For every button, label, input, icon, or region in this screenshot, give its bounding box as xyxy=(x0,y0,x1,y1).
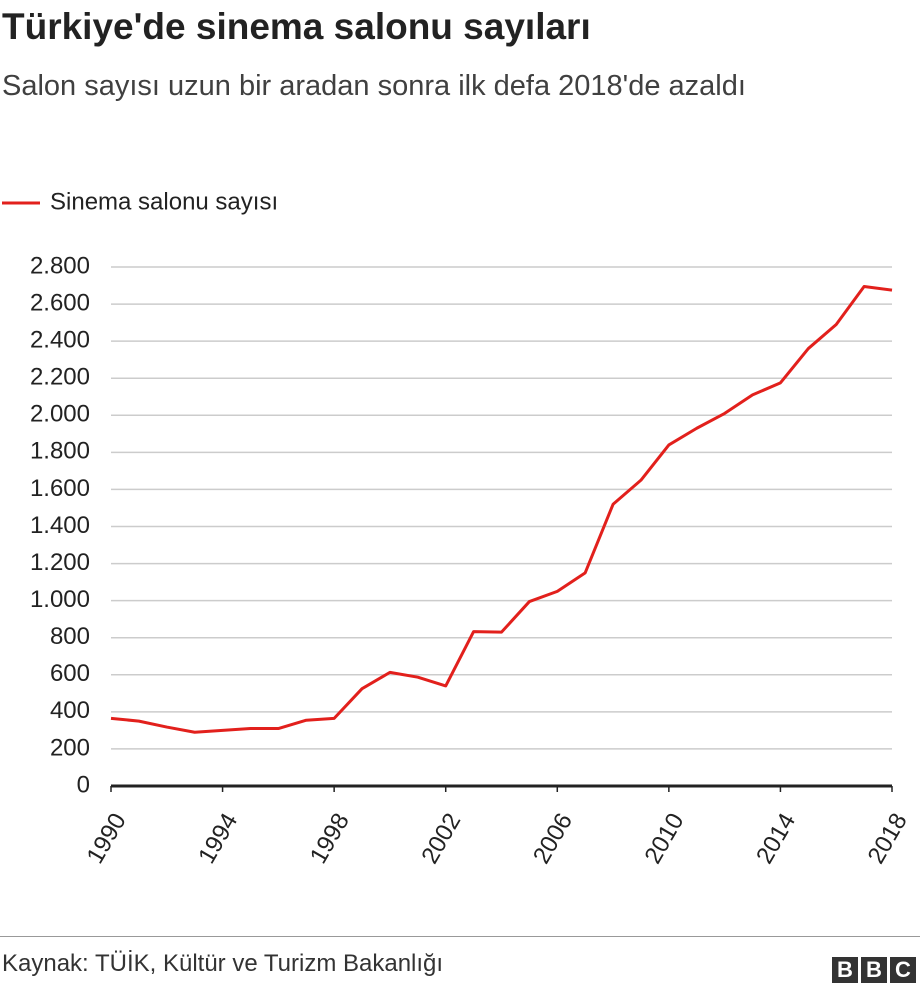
y-tick-label: 800 xyxy=(50,623,90,650)
footer-rule xyxy=(0,936,920,937)
chart: Sinema salonu sayısı 0 200 400 600 800 1.000 1.… xyxy=(2,188,913,869)
x-tick-label: 2006 xyxy=(528,809,578,869)
y-tick-label: 2.800 xyxy=(30,252,90,279)
y-tick-label: 2.000 xyxy=(30,401,90,428)
chart-title: Türkiye'de sinema salonu sayıları xyxy=(2,6,591,47)
y-tick-label: 1.800 xyxy=(30,438,90,465)
y-tick-label: 2.200 xyxy=(30,364,90,391)
logo-letter: B xyxy=(832,957,858,983)
x-tick-label: 2014 xyxy=(751,809,801,869)
logo-letter: B xyxy=(861,957,887,983)
line xyxy=(110,284,893,734)
chart-subtitle: Salon sayısı uzun bir aradan sonra ilk d… xyxy=(2,70,746,102)
y-tick-label: 600 xyxy=(50,660,90,687)
y-tick-label: 0 xyxy=(77,771,90,798)
x-tick-label: 2018 xyxy=(863,809,913,869)
y-tick-label: 2.400 xyxy=(30,326,90,353)
legend-label: Sinema salonu sayısı xyxy=(50,188,278,215)
y-tick-label: 1.400 xyxy=(30,512,90,539)
y-tick-label: 1.200 xyxy=(30,549,90,576)
y-tick-label: 1.600 xyxy=(30,475,90,502)
y-tick-label: 400 xyxy=(50,697,90,724)
x-tick-label: 1990 xyxy=(82,809,132,869)
source: Kaynak: TÜİK, Kültür ve Turizm Bakanlığı xyxy=(2,950,444,977)
logo-letter: C xyxy=(890,957,916,983)
y-tick-label: 200 xyxy=(50,734,90,761)
x-tick-label: 1994 xyxy=(193,809,243,869)
y-tick-label: 1.000 xyxy=(30,586,90,613)
x-tick-label: 1998 xyxy=(305,809,355,869)
logo: B B C xyxy=(832,957,916,983)
x-tick-label: 2010 xyxy=(639,809,689,869)
y-tick-label: 2.600 xyxy=(30,289,90,316)
x-tick-label: 2002 xyxy=(416,809,466,869)
